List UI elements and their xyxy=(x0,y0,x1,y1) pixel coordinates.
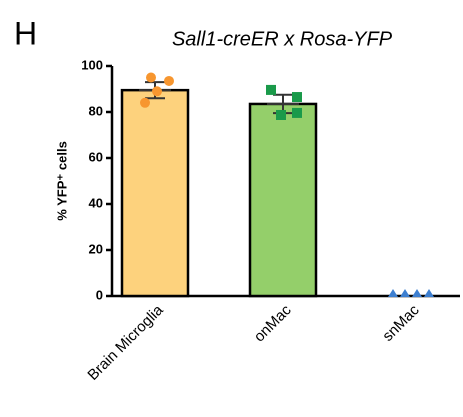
x-tick-label: onMac xyxy=(251,301,295,345)
y-tick-label: 60 xyxy=(89,149,103,164)
y-tick-label: 40 xyxy=(89,195,103,210)
point xyxy=(292,107,302,118)
point xyxy=(388,289,398,297)
point xyxy=(292,92,302,103)
point xyxy=(424,289,434,297)
point xyxy=(164,75,174,86)
point xyxy=(276,109,286,120)
point xyxy=(140,97,150,108)
x-tick-label: snMac xyxy=(379,301,423,345)
bar xyxy=(248,102,318,298)
y-tick-label: 80 xyxy=(89,103,103,118)
y-tick-label: 100 xyxy=(81,57,103,72)
point xyxy=(412,289,422,297)
y-tick-label: 20 xyxy=(89,241,103,256)
chart-title: Sall1-creER x Rosa-YFP xyxy=(172,28,393,50)
point xyxy=(146,72,156,83)
x-tick-label: Brain Microglia xyxy=(84,301,167,384)
y-tick-label: 0 xyxy=(96,287,103,302)
point xyxy=(152,86,162,97)
y-axis-label: % YFP⁺ cells xyxy=(54,141,69,221)
point xyxy=(266,84,276,95)
point xyxy=(400,289,410,297)
bar xyxy=(120,88,190,298)
panel-label: H xyxy=(14,15,37,51)
